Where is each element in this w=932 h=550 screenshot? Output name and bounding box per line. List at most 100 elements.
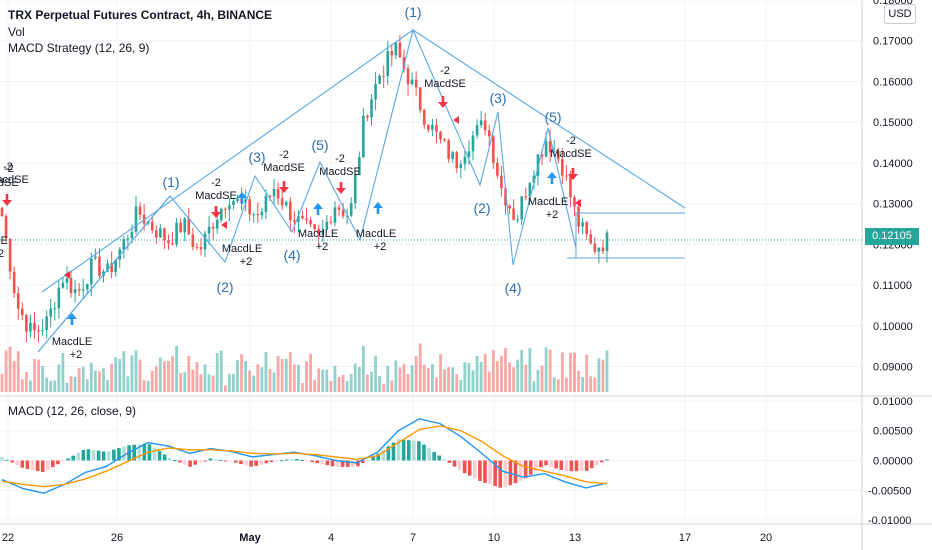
long-entry-arrow <box>547 172 557 184</box>
macd-legend[interactable]: MACD (12, 26, close, 9) <box>8 404 137 418</box>
macd-histogram-bar <box>269 460 274 463</box>
signal-label: MacdSE <box>424 78 466 90</box>
macd-histogram-bar <box>432 451 436 461</box>
volume-bar <box>564 377 568 392</box>
volume-bar <box>264 351 268 392</box>
macd-histogram-bar <box>112 449 116 461</box>
volume-bar <box>386 365 390 392</box>
macd-histogram-bar <box>35 460 40 472</box>
macd-histogram-bar <box>274 460 279 462</box>
macd-histogram-bar <box>300 459 304 461</box>
candle-body <box>248 199 251 215</box>
candlestick-series[interactable] <box>0 35 609 343</box>
candle-body <box>451 152 455 159</box>
candle-body <box>597 247 601 252</box>
candle-body <box>435 125 438 132</box>
macd-histogram-bar <box>518 460 523 482</box>
elliott-wave-drawings[interactable]: (1) (2) (3) (4) (5) (1) (2) (3) (4) (5) <box>0 4 862 353</box>
volume-bar <box>146 380 150 392</box>
candle-body <box>224 208 227 210</box>
macd-histogram-bar <box>20 460 25 468</box>
volume-bar <box>195 361 199 392</box>
signal-label: +2 <box>70 349 83 361</box>
signal-label: -2 <box>440 65 450 77</box>
volume-bar <box>455 374 459 392</box>
macd-histogram-bar <box>503 460 508 488</box>
macd-histogram-bar <box>595 460 599 466</box>
macd-histogram-bar <box>173 460 177 462</box>
macd-histogram-bar <box>157 451 162 461</box>
macd-histogram-bar <box>51 460 55 468</box>
volume-legend[interactable]: Vol <box>8 25 25 39</box>
time-axis-tick: 17 <box>679 532 691 544</box>
macd-histogram-bar <box>289 458 294 461</box>
candle-body <box>57 287 61 309</box>
volume-bar <box>187 355 191 392</box>
time-axis-tick: 20 <box>760 532 772 544</box>
macd-histogram-bar <box>447 460 452 463</box>
descending-trend-line <box>412 29 686 209</box>
long-entry-arrow <box>237 192 247 204</box>
candle-body <box>569 175 572 198</box>
candle-body <box>528 182 532 197</box>
macd-histogram-bar <box>498 460 503 488</box>
volume-bar <box>154 366 158 392</box>
volume-bar <box>504 348 507 392</box>
volume-bar <box>102 368 105 392</box>
currency-selector[interactable]: USD <box>884 4 916 24</box>
volume-bar <box>16 351 20 392</box>
volume-bar <box>585 354 589 392</box>
macd-histogram-bar <box>366 459 370 461</box>
volume-bar <box>451 367 455 392</box>
volume-bar <box>292 364 296 392</box>
strategy-legend[interactable]: MACD Strategy (12, 26, 9) <box>8 41 150 55</box>
price-axis-tick: 0.11000 <box>873 280 912 292</box>
macd-histogram-bar <box>193 460 197 465</box>
candle-body <box>402 57 406 69</box>
candle-body <box>199 247 203 250</box>
candle-body <box>581 222 584 227</box>
volume-bar <box>487 371 491 392</box>
candle-body <box>353 174 357 204</box>
volume-bar <box>353 363 357 392</box>
symbol-title[interactable]: TRX Perpetual Futures Contract, 4h, BINA… <box>8 8 273 22</box>
macd-histogram-bar <box>340 460 345 467</box>
candle-body <box>439 131 442 140</box>
signal-label: MacdLE <box>222 243 262 255</box>
arrow-head <box>568 174 578 180</box>
volume-bar <box>402 363 406 392</box>
volume-bar <box>106 380 109 392</box>
candle-body <box>12 271 16 294</box>
arrow-head <box>438 102 448 108</box>
volume-bar <box>85 379 89 392</box>
candle-body <box>512 208 515 220</box>
price-axis-tick: 0.17000 <box>873 36 913 48</box>
candle-body <box>548 141 552 153</box>
volume-bar <box>305 361 308 392</box>
volume-bar <box>556 379 560 392</box>
macd-histogram-bar <box>152 447 157 461</box>
axes: 0.18000 0.17000 0.16000 0.15000 0.14000 0.130… <box>2 0 913 544</box>
macd-histogram-bar <box>493 460 497 487</box>
macd-histogram-bar <box>117 448 121 461</box>
candle-body <box>114 259 117 273</box>
volume-bar <box>495 360 499 392</box>
candle-body <box>85 284 89 290</box>
signal-label: +2 <box>316 241 329 253</box>
signal-label: MacdSE <box>0 174 29 186</box>
macd-histogram-bar <box>213 459 218 461</box>
macd-histogram-bar <box>61 460 65 462</box>
macd-histogram-bar <box>198 460 203 463</box>
time-axis-tick: 26 <box>111 532 123 544</box>
macd-histogram-bar <box>417 441 421 461</box>
candle-body <box>73 289 77 294</box>
candle-body <box>207 226 211 234</box>
price-axis-tick: 0.14000 <box>873 158 913 170</box>
volume-bar <box>118 358 122 392</box>
macd-histogram-bar <box>320 460 325 465</box>
volume-bar <box>280 359 284 392</box>
candle-body <box>410 79 414 85</box>
volume-bar <box>150 370 154 392</box>
macd-histogram-bar <box>218 459 223 461</box>
